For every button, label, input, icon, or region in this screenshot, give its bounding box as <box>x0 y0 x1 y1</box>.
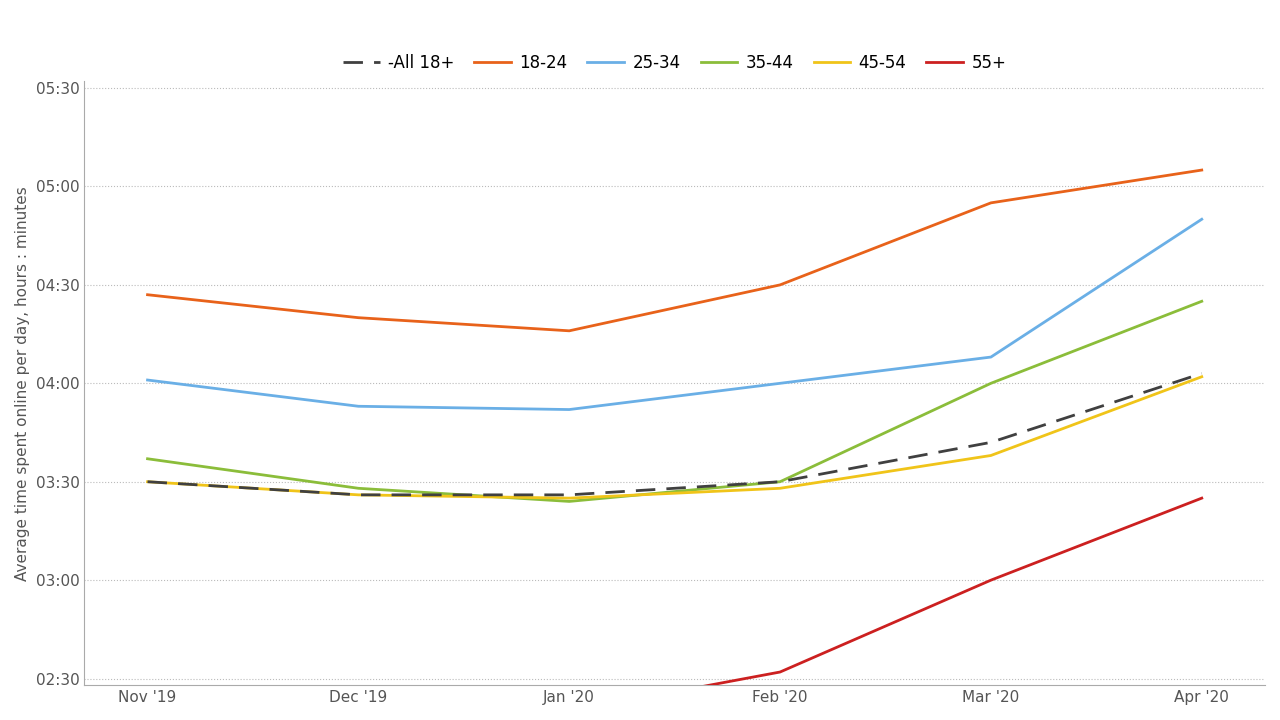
-All 18+ <box>772 477 787 486</box>
Line: 55+: 55+ <box>147 498 1202 720</box>
25-34 <box>772 379 787 387</box>
35-44 <box>772 477 787 486</box>
25-34 <box>562 405 577 414</box>
55+ <box>140 697 155 706</box>
Legend: -All 18+, 18-24, 25-34, 35-44, 45-54, 55+: -All 18+, 18-24, 25-34, 35-44, 45-54, 55… <box>337 48 1012 79</box>
Y-axis label: Average time spent online per day, hours : minutes: Average time spent online per day, hours… <box>15 186 29 581</box>
-All 18+ <box>562 490 577 499</box>
-All 18+ <box>140 477 155 486</box>
Line: 18-24: 18-24 <box>147 170 1202 330</box>
45-54 <box>772 484 787 492</box>
55+ <box>983 576 998 585</box>
18-24 <box>983 199 998 207</box>
45-54 <box>562 494 577 503</box>
18-24 <box>140 290 155 299</box>
45-54 <box>140 477 155 486</box>
35-44 <box>140 454 155 463</box>
-All 18+ <box>983 438 998 446</box>
25-34 <box>351 402 366 410</box>
35-44 <box>1194 297 1210 305</box>
-All 18+ <box>351 490 366 499</box>
35-44 <box>983 379 998 387</box>
25-34 <box>140 376 155 384</box>
25-34 <box>983 353 998 361</box>
-All 18+ <box>1194 369 1210 378</box>
18-24 <box>772 281 787 289</box>
45-54 <box>983 451 998 460</box>
18-24 <box>562 326 577 335</box>
35-44 <box>351 484 366 492</box>
Line: 35-44: 35-44 <box>147 301 1202 501</box>
18-24 <box>1194 166 1210 174</box>
18-24 <box>351 313 366 322</box>
45-54 <box>351 490 366 499</box>
55+ <box>1194 494 1210 503</box>
Line: 25-34: 25-34 <box>147 220 1202 410</box>
Line: -All 18+: -All 18+ <box>147 374 1202 495</box>
45-54 <box>1194 372 1210 381</box>
25-34 <box>1194 215 1210 224</box>
55+ <box>351 717 366 720</box>
55+ <box>772 667 787 676</box>
55+ <box>562 707 577 716</box>
35-44 <box>562 497 577 505</box>
Line: 45-54: 45-54 <box>147 377 1202 498</box>
